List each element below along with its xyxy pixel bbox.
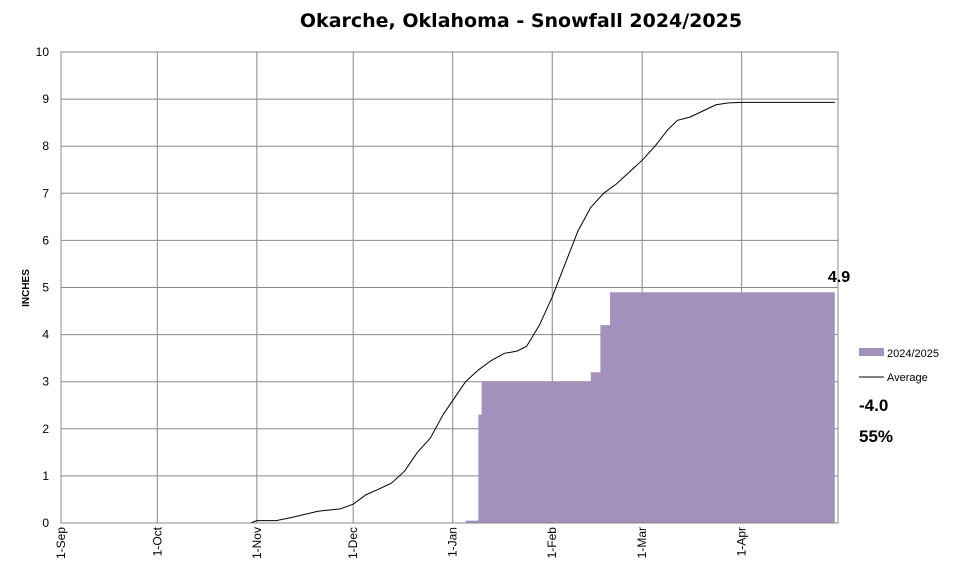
y-axis-label: INCHES xyxy=(21,269,32,307)
chart-title: Okarche, Oklahoma - Snowfall 2024/2025 xyxy=(300,10,742,32)
y-tick-8: 8 xyxy=(42,139,49,153)
y-tick-5: 5 xyxy=(42,281,49,295)
line-average xyxy=(61,101,835,524)
legend: 2024/2025 Average xyxy=(859,348,939,384)
departure-from-average: -4.0 xyxy=(859,396,888,415)
y-tick-3: 3 xyxy=(42,375,49,389)
y-tick-2: 2 xyxy=(42,422,49,436)
y-tick-7: 7 xyxy=(42,186,49,200)
y-tick-10: 10 xyxy=(36,45,50,59)
y-tick-4: 4 xyxy=(42,328,49,342)
x-tick-1-Jan: 1-Jan xyxy=(446,527,460,557)
plot-frame xyxy=(60,51,839,524)
x-tick-1-Apr: 1-Apr xyxy=(735,527,749,556)
legend-swatch-2024-2025 xyxy=(859,348,884,356)
x-tick-1-Dec: 1-Dec xyxy=(346,527,360,559)
legend-label-2024-2025: 2024/2025 xyxy=(887,348,939,360)
series-average-line xyxy=(61,101,835,524)
legend-label-average: Average xyxy=(887,372,928,384)
x-tick-1-Sep: 1-Sep xyxy=(54,527,68,559)
x-tick-1-Nov: 1-Nov xyxy=(250,527,264,559)
season-total-label: 4.9 xyxy=(828,269,850,286)
x-tick-labels: 1-Sep 1-Oct 1-Nov 1-Dec 1-Jan 1-Feb 1-Mar 1-Apr xyxy=(54,526,749,559)
area-2024-2025 xyxy=(61,292,835,523)
y-tick-1: 1 xyxy=(42,469,49,483)
x-tick-1-Feb: 1-Feb xyxy=(545,527,559,559)
x-tick-1-Oct: 1-Oct xyxy=(150,526,164,556)
y-tick-0: 0 xyxy=(42,516,49,530)
percent-of-average: 55% xyxy=(859,427,893,446)
series-2024-2025-area xyxy=(61,292,835,523)
x-tick-1-Mar: 1-Mar xyxy=(635,527,649,558)
y-tick-6: 6 xyxy=(42,233,49,247)
y-tick-labels: 0 1 2 3 4 5 6 7 8 9 10 xyxy=(36,45,50,530)
plot-border xyxy=(60,51,839,524)
y-tick-9: 9 xyxy=(42,92,49,106)
